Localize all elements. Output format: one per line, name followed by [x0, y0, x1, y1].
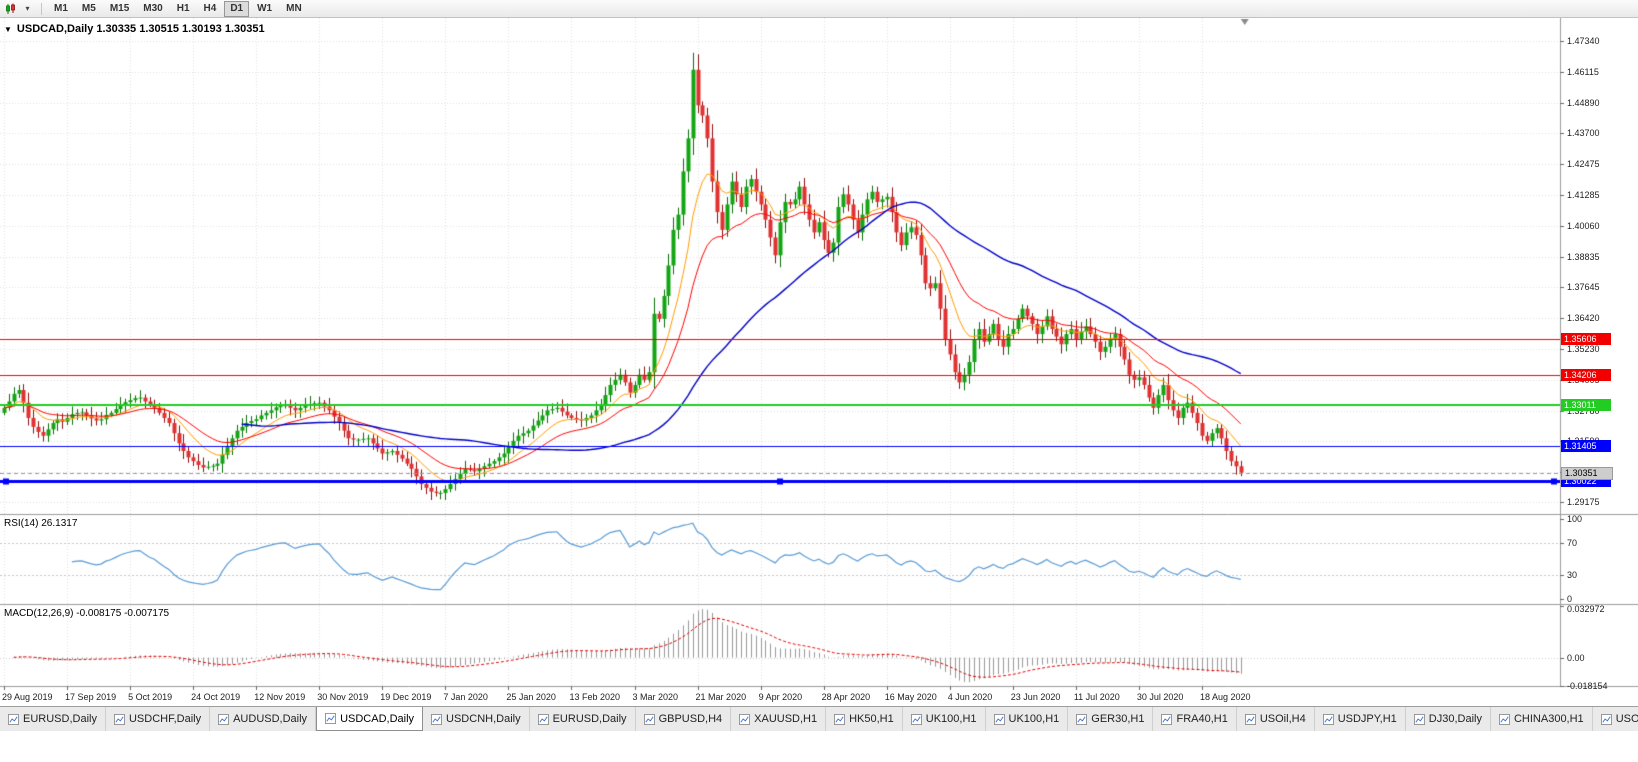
- tab-chart-icon: [1322, 713, 1334, 725]
- timeframe-button-h4[interactable]: H4: [203, 2, 217, 14]
- chart-tab-audusd-daily[interactable]: AUDUSD,Daily: [210, 707, 317, 731]
- tab-chart-icon: [1600, 713, 1612, 725]
- tab-chart-icon: [643, 713, 655, 725]
- candlestick-chart-icon[interactable]: [3, 2, 18, 16]
- tab-chart-icon: [113, 713, 125, 725]
- chart-tab-fra40-h1[interactable]: FRA40,H1: [1153, 707, 1237, 731]
- chart-tab-gbpusd-h4[interactable]: GBPUSD,H4: [636, 707, 732, 731]
- tab-chart-icon: [325, 713, 337, 724]
- tab-label: USDCNH,Daily: [446, 713, 521, 725]
- tab-chart-icon: [8, 713, 19, 725]
- timeframe-button-w1[interactable]: W1: [257, 2, 273, 14]
- tab-label: USDJPY,H1: [1337, 713, 1397, 725]
- tab-chart-icon: [1413, 713, 1425, 725]
- tab-chart-icon: [1076, 713, 1088, 725]
- tab-label: GER30,H1: [1091, 713, 1145, 725]
- tab-label: XAUUSD,H1: [754, 713, 818, 725]
- timeframe-toolbar: ▾ M1 M5 M15 M30 H1 H4 D1 W1 MN: [0, 0, 1638, 18]
- tab-label: EURUSD,Daily: [23, 713, 97, 725]
- tab-label: FRA40,H1: [1176, 713, 1228, 725]
- tab-chart-icon: [431, 713, 443, 725]
- tab-chart-icon: [834, 713, 846, 725]
- chart-tab-usoil-h4[interactable]: USOil,H4: [1237, 707, 1315, 731]
- tab-label: UK100,H1: [925, 713, 977, 725]
- chart-tab-china300-h1[interactable]: CHINA300,H1: [1491, 707, 1593, 731]
- timeframe-button-d1[interactable]: D1: [224, 0, 250, 17]
- chart-canvas[interactable]: [0, 18, 1638, 706]
- timeframe-button-m1[interactable]: M1: [54, 2, 68, 14]
- tab-label: GBPUSD,H4: [658, 713, 723, 725]
- tab-chart-icon: [1498, 713, 1510, 725]
- chart-tab-eurusd-daily[interactable]: EURUSD,Daily: [0, 707, 106, 731]
- tab-chart-icon: [1244, 713, 1256, 725]
- chart-tab-hk50-h1[interactable]: HK50,H1: [826, 707, 903, 731]
- price-axis[interactable]: [1560, 18, 1638, 686]
- tab-chart-icon: [993, 713, 1005, 725]
- timeframe-button-h1[interactable]: H1: [176, 2, 190, 14]
- chart-tab-uk100-h1[interactable]: UK100,H1: [986, 707, 1069, 731]
- tab-chart-icon: [1161, 713, 1173, 725]
- tab-label: USDCAD,Daily: [340, 712, 415, 725]
- tab-label: UK100,H1: [1008, 713, 1060, 725]
- chart-tab-xauusd-h1[interactable]: XAUUSD,H1: [731, 707, 827, 731]
- tab-chart-icon: [218, 713, 230, 725]
- chart-tab-usdchf-daily[interactable]: USDCHF,Daily: [106, 707, 211, 731]
- tab-label: USOil,H4: [1259, 713, 1306, 725]
- timeframe-buttons: M1 M5 M15 M30 H1 H4 D1 W1 MN: [48, 0, 308, 17]
- tab-chart-icon: [910, 713, 922, 725]
- tab-chart-icon: [739, 713, 751, 725]
- tab-label: CHINA300,H1: [1513, 713, 1584, 725]
- timeframe-button-mn[interactable]: MN: [286, 2, 302, 14]
- timeframe-button-m5[interactable]: M5: [81, 2, 96, 14]
- toolbar-separator: [41, 2, 42, 15]
- chart-tab-usdjpy-h1[interactable]: USDJPY,H1: [1315, 707, 1406, 731]
- chart-tab-ger30-h1[interactable]: GER30,H1: [1068, 707, 1154, 731]
- timeframe-button-m15[interactable]: M15: [109, 2, 130, 14]
- chart-tab-usoil-h1[interactable]: USOil,H1: [1593, 707, 1638, 731]
- tab-label: AUDUSD,Daily: [233, 713, 308, 725]
- date-axis[interactable]: [0, 686, 1560, 706]
- timeframe-button-m30[interactable]: M30: [143, 2, 163, 14]
- chart-tab-usdcnh-daily[interactable]: USDCNH,Daily: [423, 707, 530, 731]
- tab-label: EURUSD,Daily: [552, 713, 627, 725]
- chart-tab-dj30-daily[interactable]: DJ30,Daily: [1406, 707, 1491, 731]
- chart-tab-uk100-h1[interactable]: UK100,H1: [903, 707, 986, 731]
- tab-label: USOil,H1: [1615, 713, 1638, 725]
- tab-label: HK50,H1: [849, 713, 894, 725]
- chart-dropdown-icon[interactable]: ▾: [25, 3, 30, 13]
- chart-tab-usdcad-daily[interactable]: USDCAD,Daily: [316, 707, 424, 731]
- tab-chart-icon: [537, 713, 549, 725]
- chart-tab-eurusd-daily[interactable]: EURUSD,Daily: [530, 707, 636, 731]
- tab-label: DJ30,Daily: [1428, 713, 1482, 725]
- chart-window: ▼ USDCAD,Daily 1.30335 1.30515 1.30193 1…: [0, 18, 1638, 706]
- chart-tabs: EURUSD,Daily USDCHF,Daily AUDUSD,Daily USDC…: [0, 706, 1638, 731]
- tab-label: USDCHF,Daily: [128, 713, 202, 725]
